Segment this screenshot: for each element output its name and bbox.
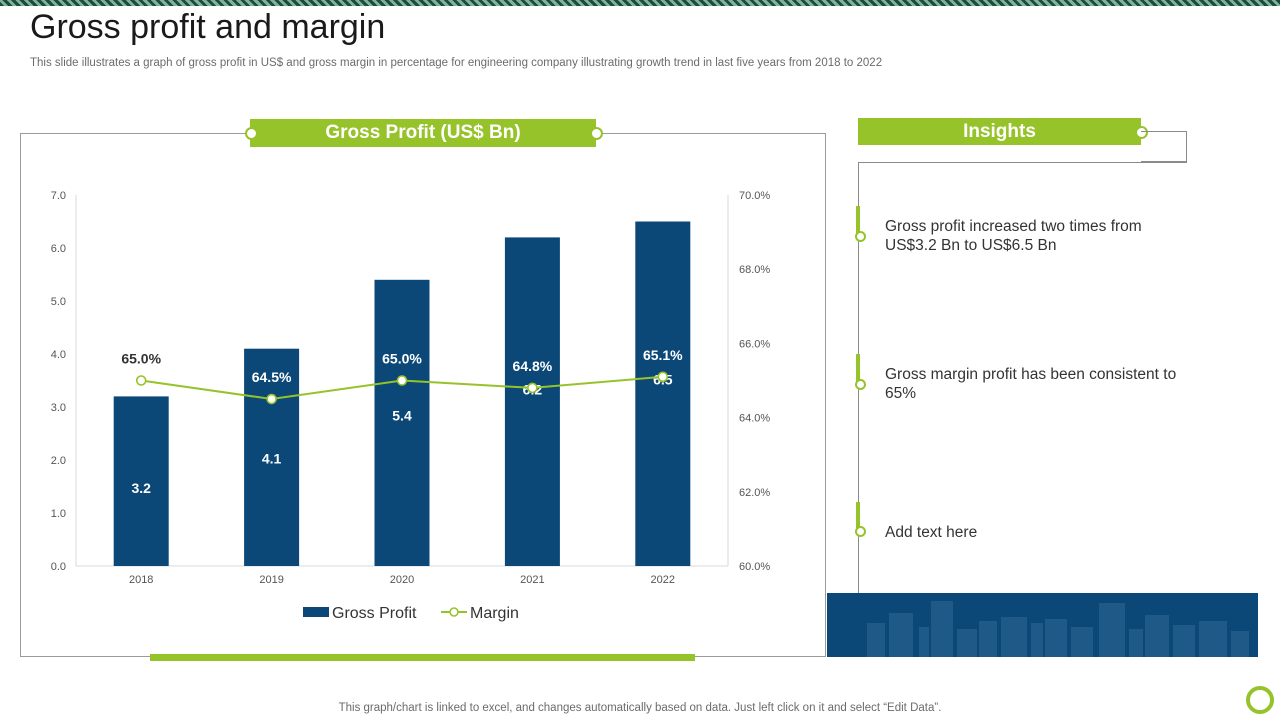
banner-left-dot	[245, 127, 258, 140]
y-left-tick-label: 2.0	[51, 455, 66, 467]
y-left-tick-label: 7.0	[51, 190, 66, 202]
y-left-tick-label: 6.0	[51, 243, 66, 255]
y-left-tick-label: 1.0	[51, 508, 66, 520]
margin-data-label: 64.5%	[252, 369, 292, 385]
banner-right-dot	[590, 127, 603, 140]
y-left-tick-label: 3.0	[51, 402, 66, 414]
margin-data-label: 65.0%	[121, 351, 161, 367]
insights-banner-dot	[1135, 126, 1148, 139]
margin-data-label: 65.0%	[382, 351, 422, 367]
bar-data-label: 5.4	[392, 408, 412, 424]
x-tick-label: 2018	[129, 574, 153, 586]
y-right-tick-label: 60.0%	[739, 561, 770, 573]
margin-point	[266, 393, 277, 405]
insights-divider	[858, 162, 1187, 163]
legend-margin-label: Margin	[470, 605, 519, 622]
x-tick-label: 2020	[390, 574, 414, 586]
margin-point	[527, 382, 538, 394]
top-stripe	[0, 0, 1280, 6]
insights-bracket	[1141, 131, 1187, 162]
chart-bottom-accent	[150, 654, 695, 661]
insight-dot-icon	[855, 526, 866, 537]
corner-ring-icon	[1246, 686, 1274, 714]
page-subtitle: This slide illustrates a graph of gross …	[30, 57, 883, 69]
insight-dot-icon	[855, 231, 866, 242]
city-skyline-band	[827, 593, 1258, 657]
insight-marker	[856, 206, 860, 236]
page-title: Gross profit and margin	[30, 8, 386, 46]
bar-data-label: 4.1	[262, 450, 282, 466]
bar-gross-profit	[374, 279, 430, 566]
bar-data-label: 3.2	[131, 480, 151, 496]
y-left-tick-label: 5.0	[51, 296, 66, 308]
insight-dot-icon	[855, 379, 866, 390]
chart-title-banner: Gross Profit (US$ Bn)	[250, 119, 596, 147]
insight-marker	[856, 354, 860, 384]
insight-item-1: Gross profit increased two times from US…	[885, 218, 1142, 254]
margin-point	[657, 371, 669, 383]
footer-note: This graph/chart is linked to excel, and…	[338, 702, 942, 714]
city-skyline-icon	[867, 601, 1249, 657]
x-tick-label: 2021	[520, 574, 544, 586]
y-right-tick-label: 66.0%	[739, 338, 770, 350]
bar-gross-profit	[504, 237, 560, 566]
x-tick-label: 2022	[651, 574, 675, 586]
insight-marker	[856, 502, 860, 532]
margin-point	[135, 375, 147, 386]
margin-data-label: 64.8%	[513, 358, 553, 374]
y-right-tick-label: 70.0%	[739, 190, 770, 202]
insight-item-3: Add text here	[885, 524, 978, 541]
y-right-tick-label: 62.0%	[739, 487, 770, 499]
margin-data-label: 65.1%	[643, 347, 683, 363]
margin-point	[396, 375, 408, 386]
legend-gross-profit-swatch	[303, 607, 329, 617]
insight-item-2: Gross margin profit has been consistent …	[885, 366, 1177, 402]
bar-gross-profit	[113, 396, 169, 566]
bar-gross-profit	[635, 221, 691, 566]
x-tick-label: 2019	[259, 574, 283, 586]
insights-title: Insights	[858, 118, 1141, 145]
y-right-tick-label: 64.0%	[739, 413, 770, 425]
y-left-tick-label: 4.0	[51, 349, 66, 361]
legend-margin-marker	[449, 607, 459, 617]
y-left-tick-label: 0.0	[51, 561, 66, 573]
y-right-tick-label: 68.0%	[739, 264, 770, 276]
bar-gross-profit	[244, 348, 300, 566]
legend-gross-profit-label: Gross Profit	[332, 605, 417, 622]
